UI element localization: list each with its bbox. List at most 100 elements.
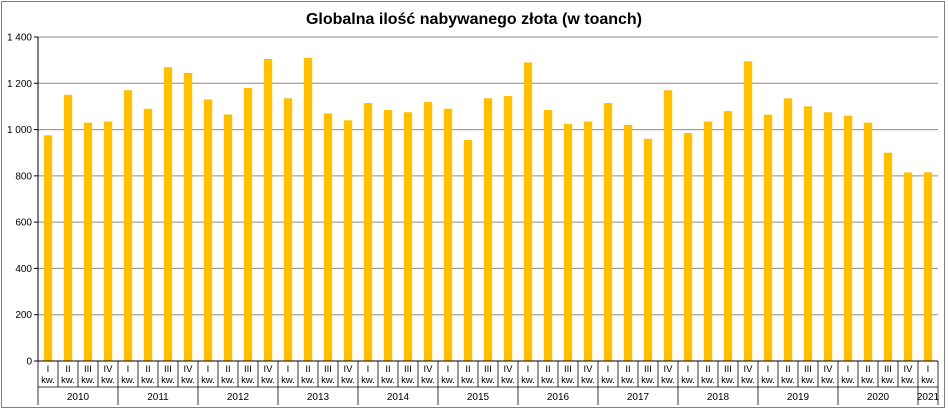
quarter-suffix-label: kw. (321, 375, 335, 386)
bar (883, 152, 893, 361)
bar (703, 121, 713, 361)
bar (643, 138, 653, 361)
year-label: 2020 (867, 392, 890, 403)
quarter-label: II (625, 364, 630, 375)
quarter-label: IV (184, 364, 194, 375)
quarter-suffix-label: kw. (121, 375, 135, 386)
y-axis: 0 200 400 600 800 1 000 1 200 1 400 (7, 33, 39, 368)
bar (423, 101, 433, 362)
bar (223, 114, 233, 362)
quarter-suffix-label: kw. (41, 375, 55, 386)
bar (83, 122, 93, 361)
quarter-label: IV (664, 364, 674, 375)
bars (43, 57, 933, 362)
bar (403, 112, 413, 361)
y-tick-label: 200 (15, 310, 32, 321)
bar (103, 121, 113, 361)
quarter-suffix-label: kw. (541, 375, 555, 386)
quarter-label: I (447, 364, 450, 375)
quarter-label: I (47, 364, 50, 375)
bar (183, 72, 193, 361)
y-tick-label: 600 (15, 218, 32, 229)
quarter-suffix-label: kw. (621, 375, 635, 386)
bar (543, 109, 553, 362)
year-label: 2011 (147, 392, 169, 403)
bar (63, 94, 73, 361)
bar (443, 108, 453, 361)
quarter-suffix-label: kw. (421, 375, 435, 386)
quarter-label: III (724, 364, 732, 375)
quarter-label: II (225, 364, 230, 375)
quarter-suffix-label: kw. (281, 375, 295, 386)
quarter-suffix-label: kw. (881, 375, 895, 386)
quarter-label: II (865, 364, 870, 375)
bar (923, 172, 933, 361)
quarter-label: I (527, 364, 530, 375)
year-label: 2013 (307, 392, 330, 403)
quarter-label: IV (104, 364, 114, 375)
quarter-suffix-label: kw. (261, 375, 275, 386)
bar (343, 120, 353, 361)
quarter-label: III (644, 364, 652, 375)
quarter-suffix-label: kw. (601, 375, 615, 386)
quarter-suffix-label: kw. (161, 375, 175, 386)
quarter-suffix-label: kw. (81, 375, 95, 386)
bar (583, 121, 593, 361)
year-label: 2010 (67, 392, 90, 403)
quarter-suffix-label: kw. (141, 375, 155, 386)
bar (303, 57, 313, 361)
quarter-label: I (927, 364, 930, 375)
year-label: 2017 (627, 392, 650, 403)
quarter-label: IV (744, 364, 754, 375)
quarter-label: IV (824, 364, 834, 375)
quarter-suffix-label: kw. (581, 375, 595, 386)
quarter-suffix-label: kw. (61, 375, 75, 386)
quarter-label: IV (904, 364, 914, 375)
bar (623, 124, 633, 361)
quarter-label: III (884, 364, 892, 375)
quarter-suffix-label: kw. (741, 375, 755, 386)
quarter-label: II (385, 364, 390, 375)
quarter-label: I (687, 364, 690, 375)
bar (283, 98, 293, 361)
quarter-suffix-label: kw. (561, 375, 575, 386)
bar (603, 102, 613, 361)
quarter-suffix-label: kw. (361, 375, 375, 386)
bar (143, 108, 153, 361)
quarter-label: II (545, 364, 550, 375)
quarter-suffix-label: kw. (101, 375, 115, 386)
y-tick-label: 0 (26, 357, 32, 368)
bar (523, 62, 533, 361)
bar (43, 135, 53, 361)
quarter-label: III (804, 364, 812, 375)
year-label: 2015 (467, 392, 490, 403)
quarter-suffix-label: kw. (641, 375, 655, 386)
bar (803, 106, 813, 361)
quarter-label: I (287, 364, 290, 375)
quarter-suffix-label: kw. (921, 375, 935, 386)
quarter-suffix-label: kw. (521, 375, 535, 386)
quarter-suffix-label: kw. (721, 375, 735, 386)
quarter-label: II (705, 364, 710, 375)
chart-title: Globalna ilość nabywanego złota (w toanc… (306, 11, 642, 28)
bar (823, 112, 833, 361)
quarter-label: I (127, 364, 130, 375)
quarter-label: III (84, 364, 92, 375)
quarter-suffix-label: kw. (901, 375, 915, 386)
y-tick-label: 1 400 (7, 33, 32, 44)
quarter-label: II (65, 364, 70, 375)
year-label: 2014 (387, 392, 410, 403)
quarter-label: IV (504, 364, 514, 375)
bar (743, 61, 753, 362)
quarter-suffix-label: kw. (181, 375, 195, 386)
year-label: 2021 (917, 392, 940, 403)
quarter-label: III (484, 364, 492, 375)
year-label: 2012 (227, 392, 250, 403)
y-tick-label: 1 200 (7, 79, 32, 90)
x-axis: Ikw.IIkw.IIIkw.IVkw.Ikw.IIkw.IIIkw.IVkw.… (37, 360, 940, 405)
bar (503, 96, 513, 361)
bar (783, 98, 793, 361)
bar (383, 109, 393, 362)
quarter-suffix-label: kw. (701, 375, 715, 386)
